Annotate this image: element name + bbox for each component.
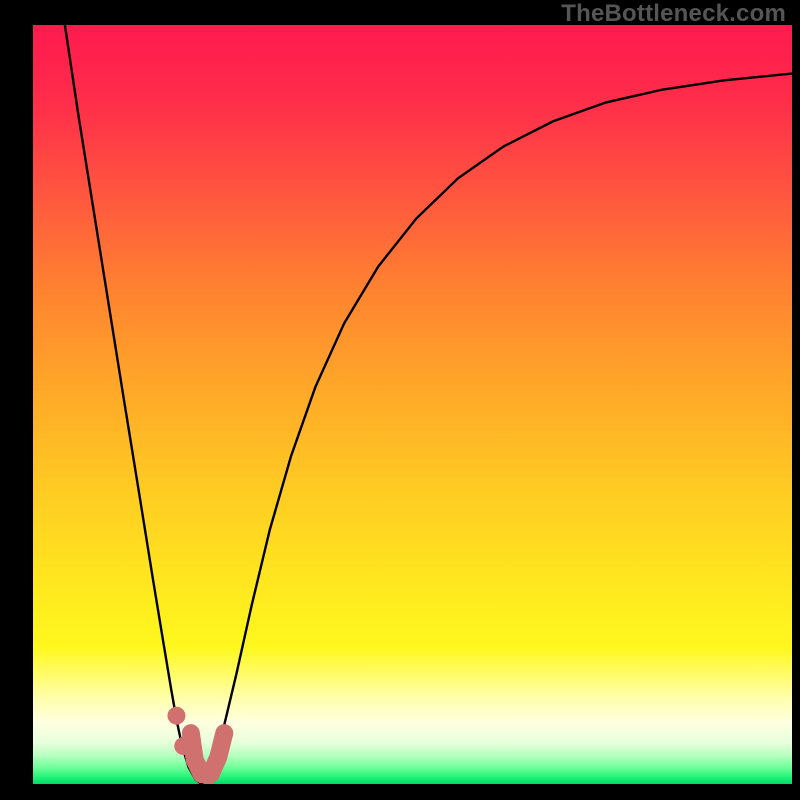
valley-hook bbox=[191, 733, 224, 774]
curves-layer bbox=[33, 25, 792, 784]
valley-marker bbox=[167, 707, 224, 774]
right-curve bbox=[202, 74, 793, 784]
chart-frame: TheBottleneck.com bbox=[0, 0, 800, 800]
valley-dot-1 bbox=[167, 707, 185, 725]
valley-dot-2 bbox=[174, 737, 192, 755]
plot-area bbox=[33, 25, 792, 784]
left-curve bbox=[65, 25, 202, 784]
watermark-text: TheBottleneck.com bbox=[561, 0, 786, 28]
